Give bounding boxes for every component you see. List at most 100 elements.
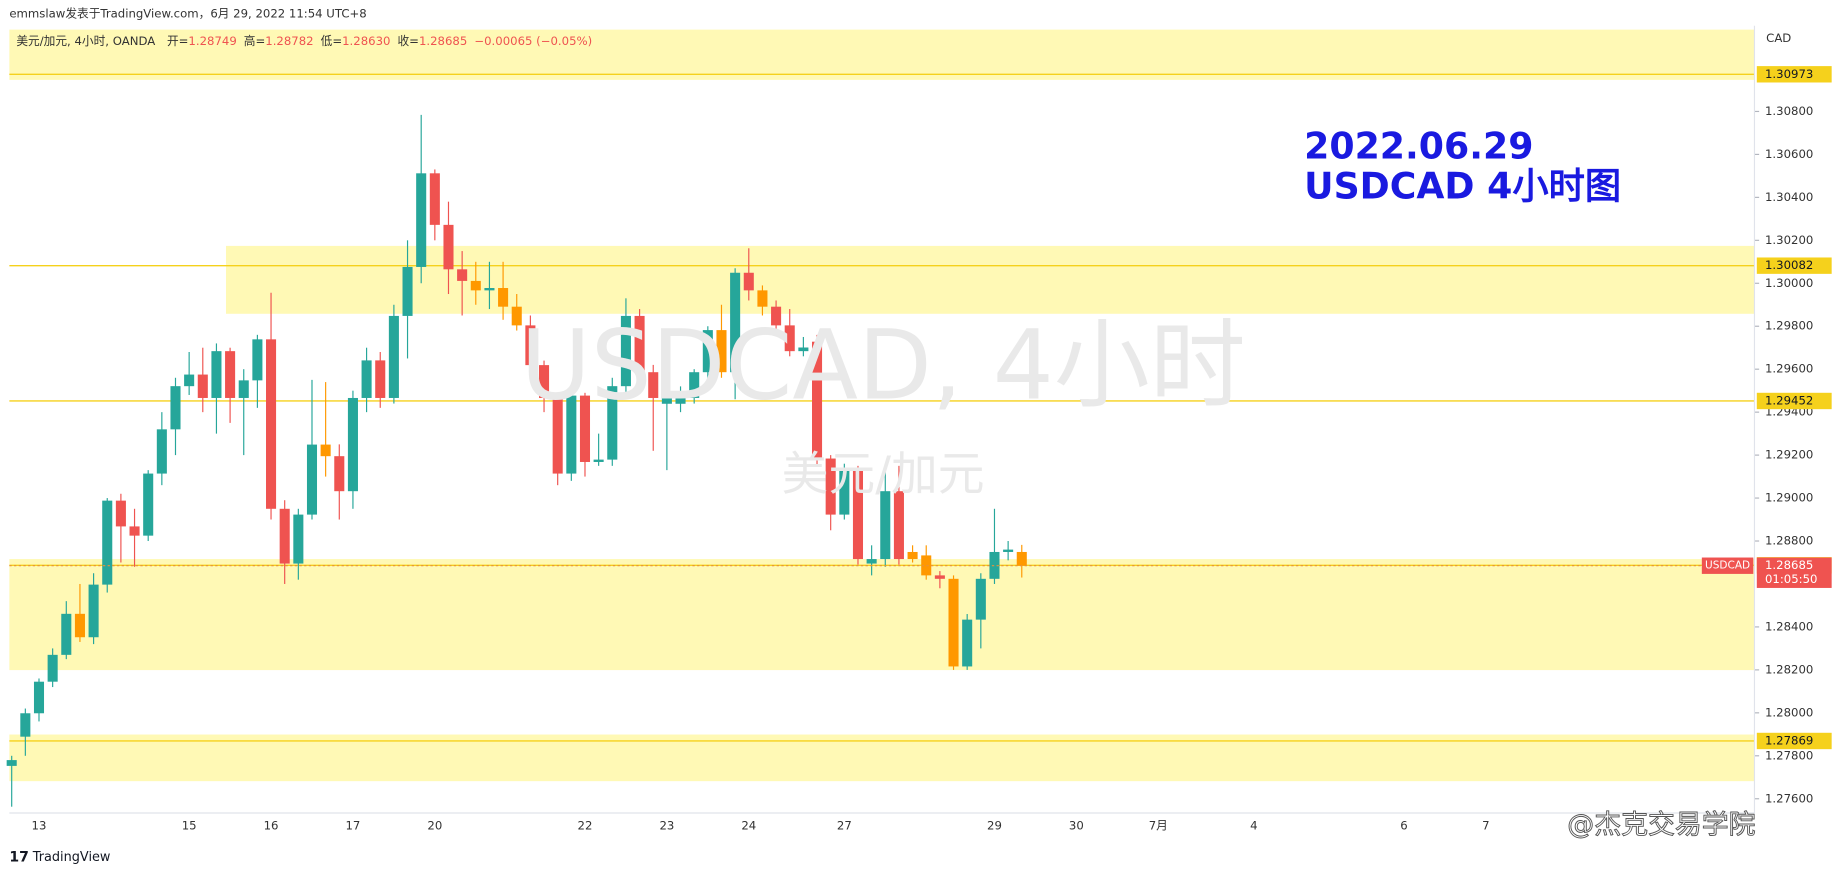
candle-body bbox=[539, 365, 550, 398]
legend-item-value: 1.28685 bbox=[419, 33, 467, 47]
zone bbox=[225, 245, 1755, 314]
legend-item-label: 开= bbox=[167, 33, 188, 47]
candle-body bbox=[989, 551, 1000, 579]
zone bbox=[9, 29, 1755, 80]
annotation-date: 2022.06.29 bbox=[1304, 125, 1533, 168]
candle-body bbox=[156, 429, 167, 474]
y-unit: CAD bbox=[1766, 31, 1791, 45]
candle-body bbox=[470, 280, 481, 291]
candle-body bbox=[61, 613, 72, 655]
legend-item-value: 1.28782 bbox=[265, 33, 313, 47]
candle-body bbox=[743, 272, 754, 291]
candle-body bbox=[825, 458, 836, 515]
candle-body bbox=[293, 514, 304, 564]
candle-body bbox=[334, 456, 345, 492]
corner-watermark: @杰克交易学院 bbox=[1567, 809, 1755, 840]
candle-body bbox=[402, 266, 413, 316]
candle-body bbox=[552, 397, 563, 474]
candle-body bbox=[784, 325, 795, 352]
candle-body bbox=[757, 290, 768, 307]
candle-body bbox=[634, 315, 645, 373]
symbol-tag: USDCAD bbox=[1705, 560, 1750, 572]
x-tick-label: 7月 bbox=[1149, 818, 1168, 832]
candle-body bbox=[6, 760, 17, 766]
symbol-tag-bg bbox=[1701, 557, 1754, 574]
watermark-title: USDCAD, 4小时 bbox=[521, 309, 1246, 421]
candle-body bbox=[566, 395, 577, 474]
candle-body bbox=[47, 654, 58, 682]
x-tick-label: 30 bbox=[1069, 818, 1084, 832]
annotation-title: USDCAD 4小时图 bbox=[1304, 164, 1621, 207]
candle-body bbox=[375, 360, 386, 398]
candle-body bbox=[238, 380, 249, 398]
x-tick-label: 20 bbox=[427, 818, 442, 832]
candle-body bbox=[115, 500, 126, 527]
y-tick-label: 1.27600 bbox=[1765, 791, 1813, 805]
level-label: 1.30082 bbox=[1765, 258, 1813, 272]
candle-body bbox=[279, 508, 290, 564]
candle-body bbox=[361, 360, 372, 398]
y-tick-label: 1.30600 bbox=[1765, 147, 1813, 161]
legend-item-value: 1.28630 bbox=[342, 33, 390, 47]
candle-body bbox=[143, 473, 154, 536]
x-tick-label: 7 bbox=[1482, 818, 1489, 832]
candle-body bbox=[429, 173, 440, 225]
candle-body bbox=[443, 224, 454, 270]
x-tick-label: 15 bbox=[182, 818, 197, 832]
candle-body bbox=[306, 444, 318, 515]
y-tick-label: 1.30000 bbox=[1765, 276, 1813, 290]
level-label-bg bbox=[1756, 257, 1832, 274]
candle-body bbox=[934, 575, 945, 579]
footer-brand: TradingView bbox=[32, 850, 111, 865]
candle-body bbox=[511, 306, 522, 326]
x-tick-label: 17 bbox=[346, 818, 361, 832]
legend-item-label: 高= bbox=[244, 33, 265, 47]
plot-area: 1.30800 1.30600 1.30400 1.30200 1.30000 1.298… bbox=[6, 29, 1832, 832]
candle-body bbox=[716, 330, 727, 373]
y-tick-label: 1.29800 bbox=[1765, 319, 1813, 333]
candle-body bbox=[184, 374, 195, 387]
candle-body bbox=[798, 347, 809, 352]
zone bbox=[9, 734, 1755, 782]
legend-item-value: 1.28749 bbox=[188, 33, 236, 47]
x-tick-label: 24 bbox=[741, 818, 756, 832]
candle-body bbox=[921, 555, 932, 576]
candle-body bbox=[197, 374, 208, 398]
candle-body bbox=[689, 372, 700, 398]
y-tick-label: 1.28400 bbox=[1765, 619, 1813, 633]
x-tick-label: 4 bbox=[1250, 818, 1257, 832]
legend-change: −0.00065 (−0.05%) bbox=[474, 33, 592, 47]
y-tick-label: 1.29600 bbox=[1765, 362, 1813, 376]
x-tick-label: 6 bbox=[1400, 818, 1407, 832]
x-tick-label: 22 bbox=[578, 818, 593, 832]
legend-item-label: 低= bbox=[321, 33, 342, 47]
candle-body bbox=[347, 397, 358, 492]
candle-body bbox=[266, 339, 277, 509]
y-tick-label: 1.30400 bbox=[1765, 190, 1813, 204]
candle-body bbox=[579, 395, 591, 462]
legend-item-label: 收= bbox=[397, 33, 418, 47]
candle-body bbox=[129, 526, 140, 536]
y-tick-label: 1.28200 bbox=[1765, 662, 1813, 676]
candle-body bbox=[33, 681, 45, 714]
candle-body bbox=[839, 467, 850, 515]
legend: 美元/加元, 4小时, OANDA 开=1.28749 高=1.28782 低=1.2… bbox=[16, 33, 592, 47]
level-label-bg bbox=[1756, 392, 1832, 410]
y-tick-label: 1.30800 bbox=[1765, 104, 1813, 118]
candle-body bbox=[320, 444, 331, 457]
candle-body bbox=[1016, 551, 1027, 566]
candle-body bbox=[948, 578, 959, 667]
candle-body bbox=[975, 578, 986, 620]
y-tick-label: 1.29200 bbox=[1765, 448, 1813, 462]
candle-body bbox=[593, 459, 604, 462]
candle-body bbox=[525, 325, 536, 366]
candle-body bbox=[620, 315, 631, 387]
candle-body bbox=[170, 386, 181, 430]
candle-body bbox=[74, 613, 85, 638]
candle-body bbox=[1003, 549, 1014, 552]
candle-body bbox=[907, 551, 918, 560]
candle-body bbox=[661, 395, 672, 404]
level-label: 1.30973 bbox=[1765, 67, 1813, 81]
x-tick-label: 13 bbox=[32, 818, 47, 832]
